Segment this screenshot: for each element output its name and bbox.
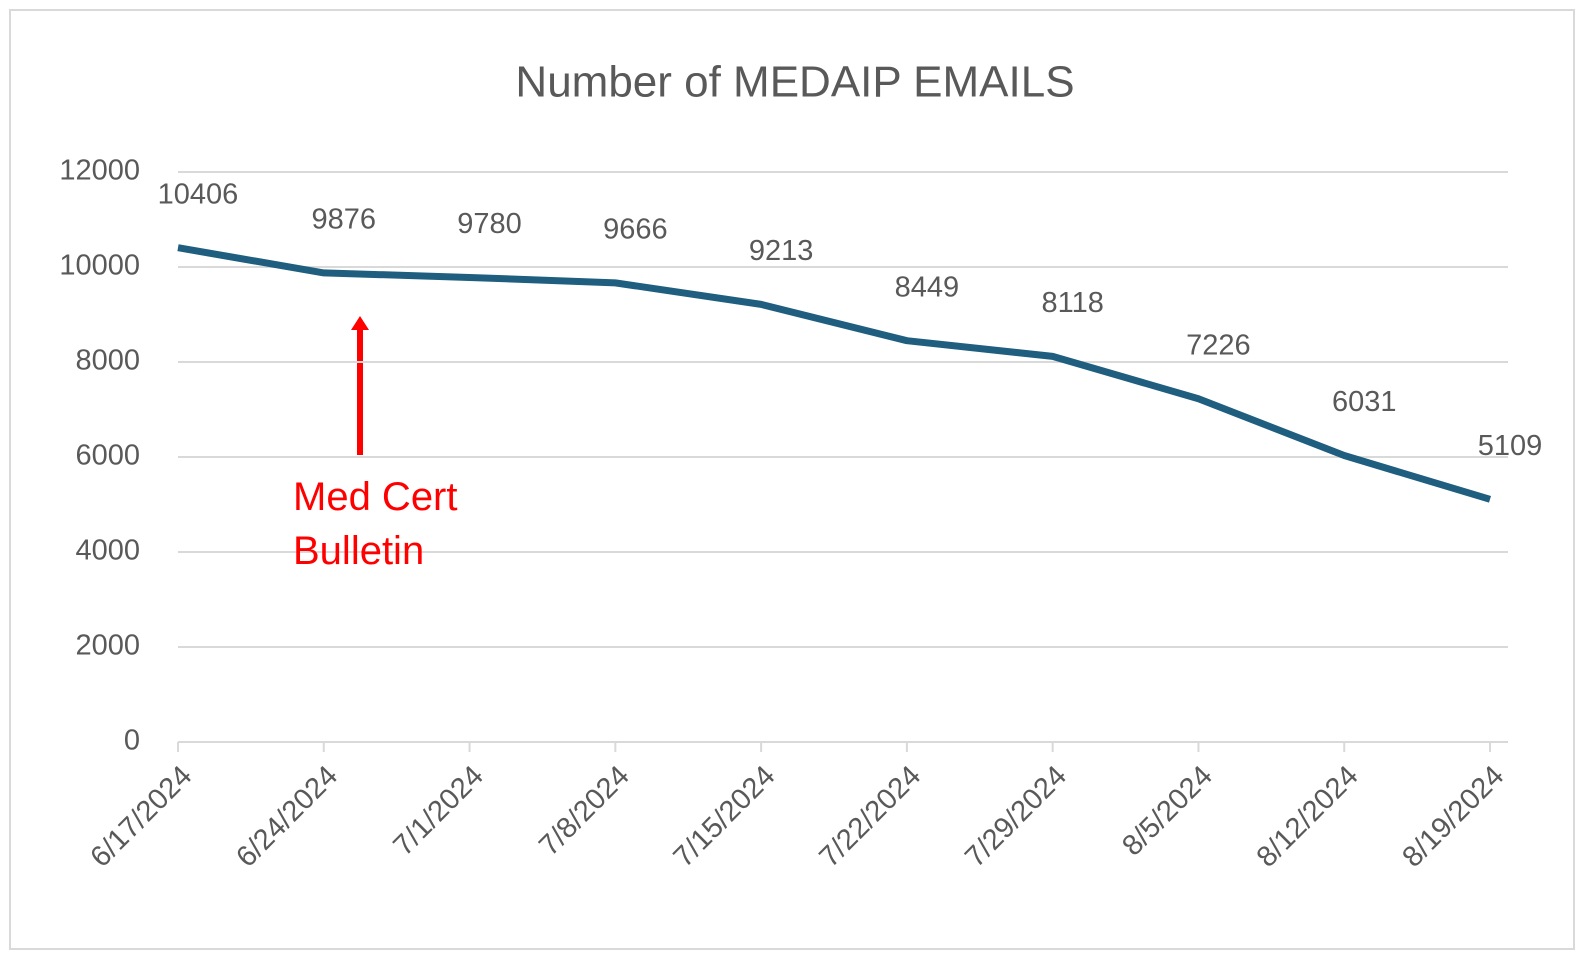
y-tick-label: 4000 — [75, 535, 140, 567]
x-tick-label: 8/12/2024 — [1251, 760, 1365, 874]
data-label: 9876 — [312, 204, 377, 236]
data-label: 9213 — [749, 235, 814, 267]
data-label: 8449 — [895, 271, 960, 303]
y-tick-label: 10000 — [59, 250, 140, 282]
x-tick-label: 7/8/2024 — [533, 760, 635, 862]
y-tick-label: 8000 — [75, 345, 140, 377]
line — [177, 244, 1492, 503]
y-tick-label: 0 — [124, 725, 140, 757]
data-label: 6031 — [1332, 386, 1397, 418]
data-label: 9666 — [603, 214, 668, 246]
y-tick-label: 6000 — [75, 440, 140, 472]
x-tick-label: 8/19/2024 — [1397, 760, 1511, 874]
annotation: Med Cert Bulletin — [293, 475, 458, 573]
x-tick-label: 7/1/2024 — [387, 760, 489, 862]
data-label: 8118 — [1041, 287, 1103, 319]
x-tick-label: 7/29/2024 — [959, 760, 1073, 874]
data-label: 5109 — [1478, 430, 1543, 462]
chart-border — [9, 9, 1575, 950]
annotation-arrowhead — [351, 316, 369, 330]
data-label: 9780 — [457, 208, 522, 240]
x-tick-label: 7/22/2024 — [813, 760, 927, 874]
y-tick-label: 2000 — [75, 630, 140, 662]
data-label: 10406 — [158, 178, 239, 210]
x-tick-label: 7/15/2024 — [668, 760, 782, 874]
x-tick-label: 6/24/2024 — [230, 760, 344, 874]
x-tick-label: 6/17/2024 — [85, 760, 199, 874]
x-tick-label: 8/5/2024 — [1116, 760, 1218, 862]
chart-title: Number of MEDAIP EMAILS — [515, 58, 1074, 107]
data-label: 7226 — [1186, 329, 1251, 361]
y-tick-label: 12000 — [59, 155, 140, 187]
